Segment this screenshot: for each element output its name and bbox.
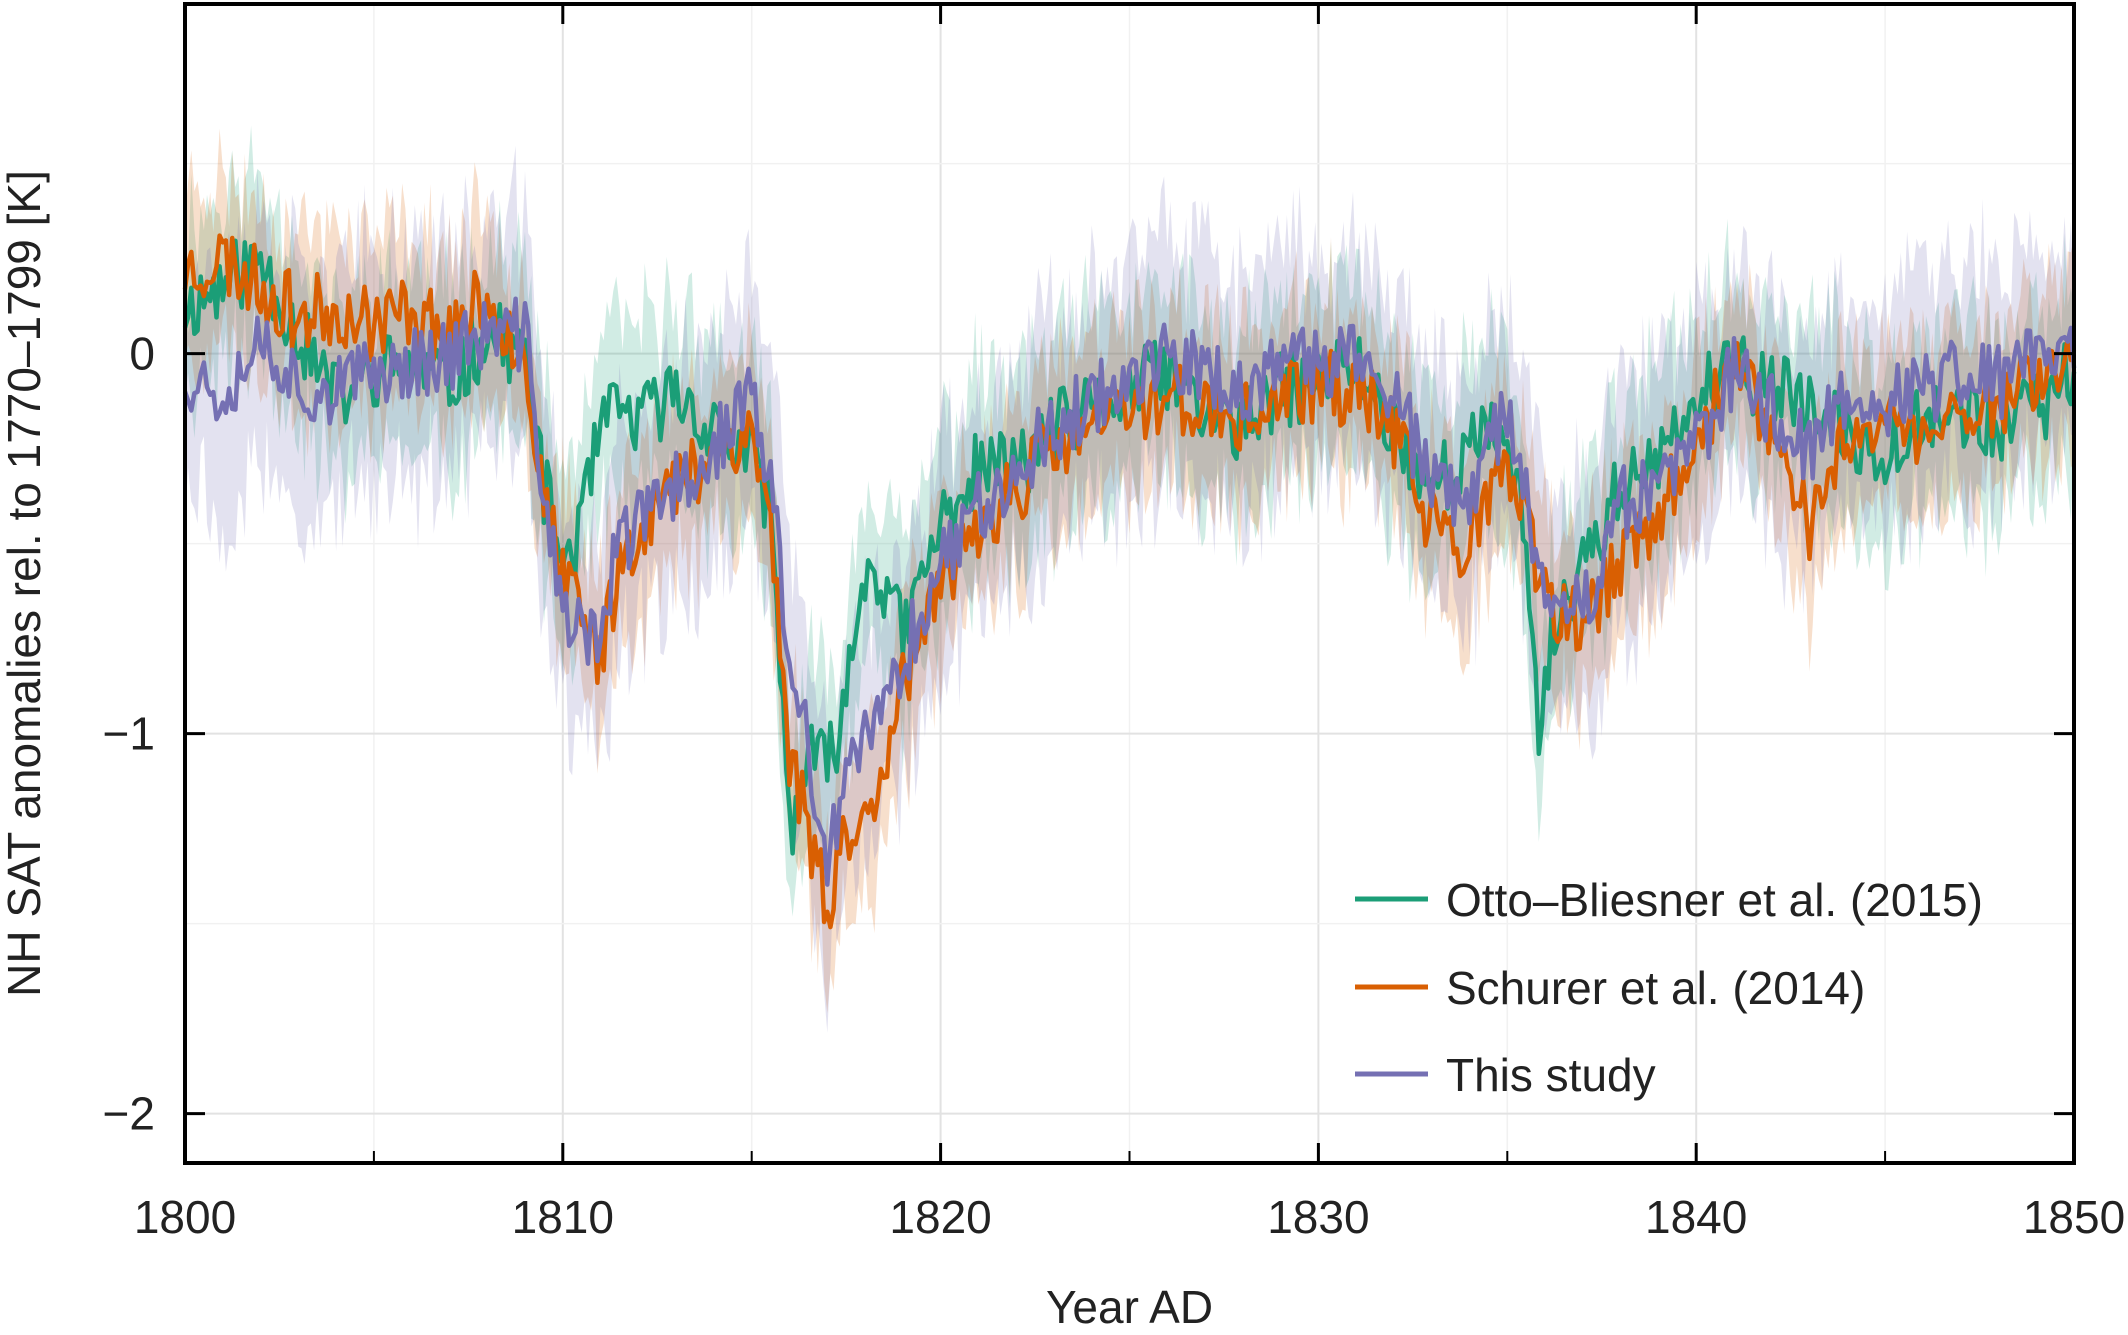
x-axis-title: Year AD [1046,1281,1213,1333]
x-tick-label-1840: 1840 [1645,1191,1747,1243]
x-tick-label-1800: 1800 [134,1191,236,1243]
y-tick-label-2: 0 [129,328,155,380]
legend-label-schurer: Schurer et al. (2014) [1446,962,1865,1014]
legend-label-this-study: This study [1446,1049,1656,1101]
x-tick-label-1810: 1810 [512,1191,614,1243]
x-tick-label-1820: 1820 [889,1191,991,1243]
y-axis-title: NH SAT anomalies rel. to 1770–1799 [K] [0,170,50,997]
legend-label-otto-bliesner: Otto–Bliesner et al. (2015) [1446,874,1983,926]
y-tick-label-1: −1 [103,708,155,760]
y-tick-label-0: −2 [103,1088,155,1140]
series-line-2 [182,296,2077,887]
tick-layer: 1800 1810 1820 1830 1840 1850 −2 −1 0 [103,4,2125,1243]
uncertainty-band-0 [185,125,2074,917]
x-tick-label-1850: 1850 [2023,1191,2125,1243]
legend: Otto–Bliesner et al. (2015) Schurer et a… [1355,874,1983,1101]
line-layer [182,233,2077,930]
x-tick-label-1830: 1830 [1267,1191,1369,1243]
